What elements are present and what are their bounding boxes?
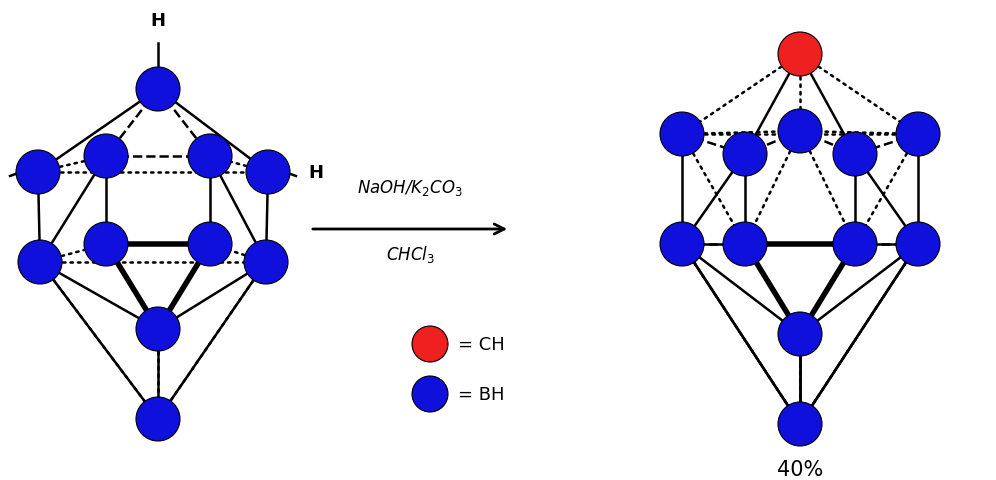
Text: H: H bbox=[308, 164, 323, 181]
Circle shape bbox=[412, 326, 448, 362]
Circle shape bbox=[723, 223, 767, 266]
Circle shape bbox=[778, 402, 822, 446]
Circle shape bbox=[18, 240, 62, 285]
Circle shape bbox=[16, 151, 60, 194]
Circle shape bbox=[660, 223, 704, 266]
Text: CHCl$_3$: CHCl$_3$ bbox=[385, 243, 434, 264]
Circle shape bbox=[188, 223, 232, 266]
Circle shape bbox=[136, 307, 180, 351]
Circle shape bbox=[84, 223, 128, 266]
Circle shape bbox=[412, 376, 448, 412]
Text: = BH: = BH bbox=[458, 385, 505, 403]
Circle shape bbox=[244, 240, 288, 285]
Circle shape bbox=[660, 113, 704, 156]
Text: = CH: = CH bbox=[458, 336, 505, 353]
Circle shape bbox=[833, 133, 877, 177]
Circle shape bbox=[136, 68, 180, 112]
Text: NaOH/K$_2$CO$_3$: NaOH/K$_2$CO$_3$ bbox=[357, 178, 463, 198]
Text: 40%: 40% bbox=[777, 459, 823, 479]
Circle shape bbox=[246, 151, 290, 194]
Circle shape bbox=[778, 110, 822, 154]
Circle shape bbox=[778, 33, 822, 77]
Circle shape bbox=[896, 113, 940, 156]
Circle shape bbox=[896, 223, 940, 266]
Text: H: H bbox=[150, 12, 165, 30]
Circle shape bbox=[833, 223, 877, 266]
Circle shape bbox=[723, 133, 767, 177]
Circle shape bbox=[778, 312, 822, 356]
Circle shape bbox=[188, 135, 232, 179]
Circle shape bbox=[84, 135, 128, 179]
Circle shape bbox=[136, 397, 180, 441]
